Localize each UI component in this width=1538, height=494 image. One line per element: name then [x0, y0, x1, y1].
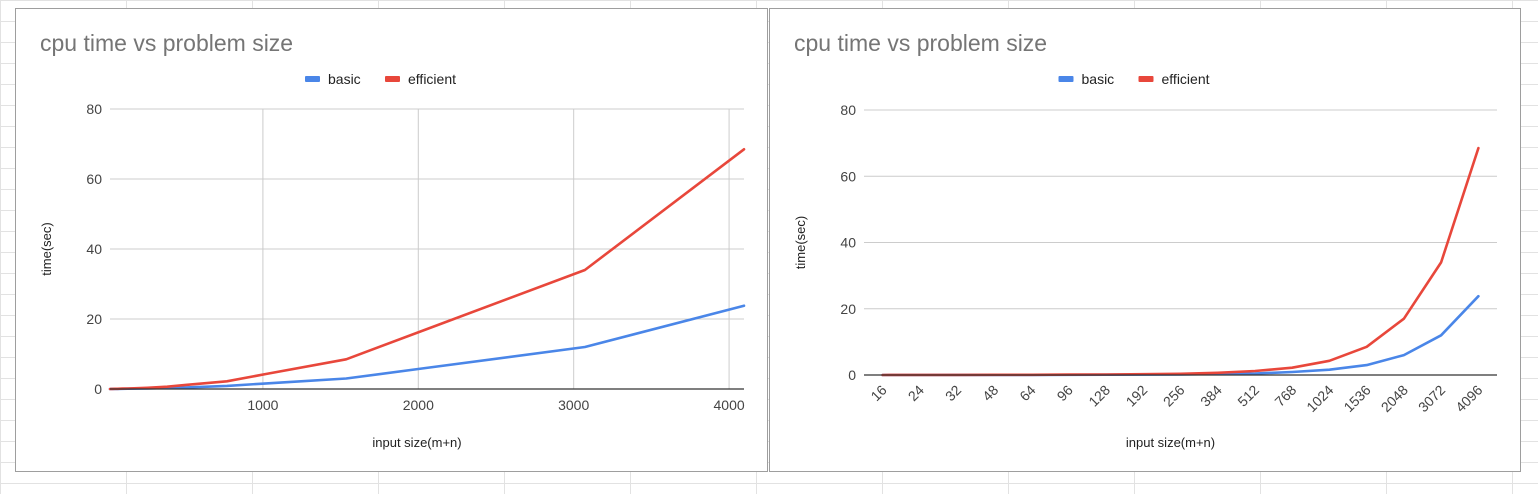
series-line-efficient	[108, 148, 746, 391]
chart-panel-categorical[interactable]: cpu time vs problem size basic efficient 0 2…	[769, 8, 1521, 472]
legend-basic-text: basic	[328, 71, 361, 87]
legend-basic-swatch	[305, 76, 320, 82]
series-line-basic	[881, 294, 1480, 377]
y-tick-label: 20	[86, 311, 102, 327]
x-tick-label: 96	[1054, 382, 1076, 404]
x-tick-label: 16	[867, 382, 889, 404]
y-tick-label: 40	[840, 235, 856, 251]
y-tick-label: 80	[86, 101, 102, 117]
chart-linear: cpu time vs problem size basic efficient 0 2…	[39, 30, 746, 450]
y-tick-label: 20	[840, 301, 856, 317]
legend-efficient-swatch	[385, 76, 400, 82]
x-tick-label: 2000	[403, 397, 434, 413]
y-tick-label: 80	[840, 102, 856, 118]
x-tick-label: 256	[1160, 382, 1188, 410]
x-tick-label: 1536	[1340, 382, 1373, 415]
chart-title: cpu time vs problem size	[40, 30, 293, 56]
y-tick-label: 40	[86, 241, 102, 257]
x-tick-label: 1000	[247, 397, 278, 413]
chart-title: cpu time vs problem size	[794, 30, 1047, 56]
x-tick-label: 32	[942, 382, 964, 404]
series-line-basic	[108, 304, 746, 391]
x-tick-label: 384	[1197, 382, 1225, 410]
y-tick-label: 0	[94, 381, 102, 397]
x-tick-label: 768	[1271, 382, 1299, 410]
y-tick-label: 60	[86, 171, 102, 187]
x-tick-label: 3000	[558, 397, 589, 413]
x-tick-label: 192	[1123, 382, 1151, 410]
x-tick-label: 48	[979, 382, 1001, 404]
legend-basic-text: basic	[1082, 71, 1115, 87]
x-tick-label: 2048	[1378, 382, 1411, 415]
y-tick-label: 0	[848, 367, 856, 383]
x-tick-label: 64	[1016, 382, 1038, 404]
series-line-efficient	[881, 146, 1480, 377]
x-tick-label: 128	[1085, 382, 1113, 410]
y-axis-title: time(sec)	[793, 216, 808, 269]
x-tick-label: 24	[905, 382, 927, 404]
x-axis-title: input size(m+n)	[1126, 435, 1215, 450]
x-tick-label: 4000	[714, 397, 745, 413]
x-tick-label: 4096	[1452, 382, 1485, 415]
x-tick-label: 512	[1234, 382, 1262, 410]
legend-basic-swatch	[1058, 76, 1074, 82]
x-tick-label: 1024	[1303, 382, 1336, 415]
legend-efficient-text: efficient	[1162, 71, 1210, 87]
x-tick-label: 3072	[1415, 382, 1448, 415]
y-axis-title: time(sec)	[39, 222, 54, 275]
chart-categorical: cpu time vs problem size basic efficient 0 2…	[793, 30, 1497, 450]
y-tick-label: 60	[840, 168, 856, 184]
legend-efficient-text: efficient	[408, 71, 456, 87]
chart-panel-linear[interactable]: cpu time vs problem size basic efficient 0 2…	[15, 8, 768, 472]
x-axis-title: input size(m+n)	[372, 435, 461, 450]
legend-efficient-swatch	[1138, 76, 1154, 82]
